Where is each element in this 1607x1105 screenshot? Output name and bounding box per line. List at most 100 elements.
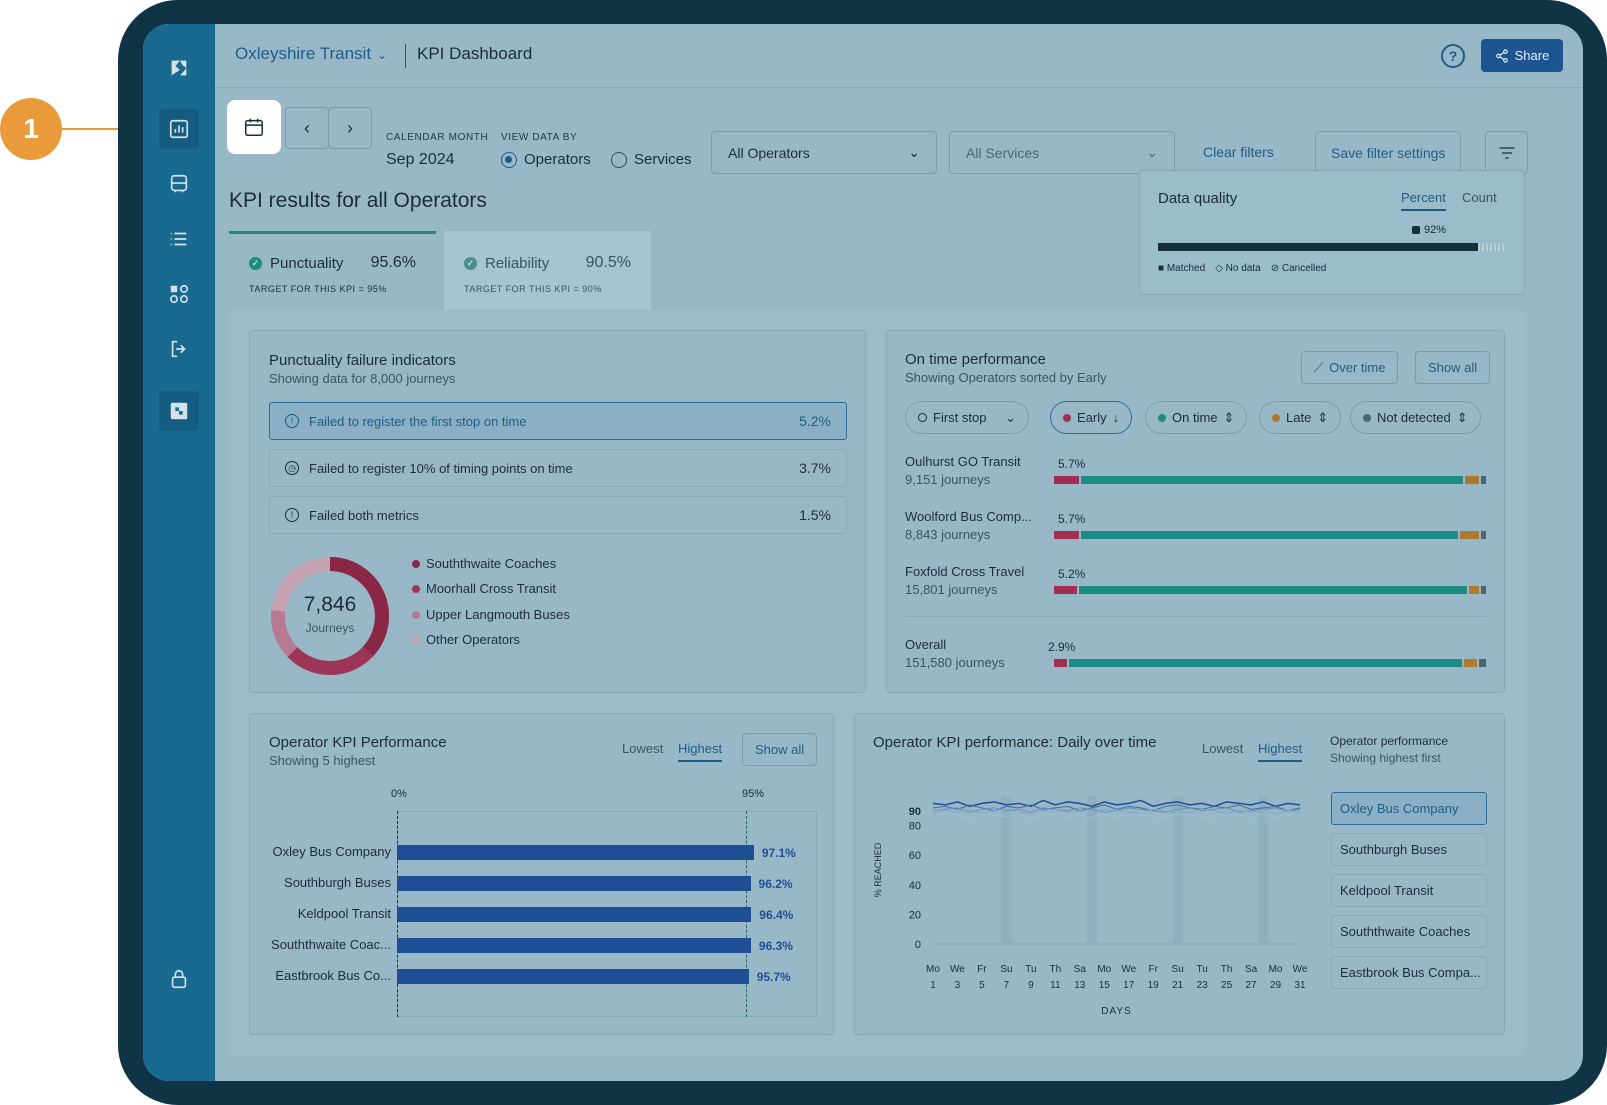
- card-subtitle: Showing data for 8,000 journeys: [269, 371, 456, 386]
- first-stop-select[interactable]: First stop ⌄: [905, 401, 1029, 434]
- sort-icon: ⇕: [1223, 409, 1235, 425]
- bar-mark[interactable]: [397, 845, 754, 860]
- axis-label-zero: 0%: [391, 788, 407, 800]
- segment-notdetected: [1479, 659, 1486, 667]
- dashboard-icon[interactable]: [159, 109, 199, 149]
- share-button[interactable]: Share: [1481, 39, 1563, 72]
- sort-ontime-pill[interactable]: On time ⇕: [1145, 401, 1248, 434]
- x-tick-date: 13: [1074, 980, 1086, 991]
- prev-month-button[interactable]: ‹: [285, 107, 329, 149]
- next-month-button[interactable]: ›: [328, 107, 372, 149]
- otp-stacked-bar: [1054, 531, 1486, 539]
- help-icon[interactable]: ?: [1441, 44, 1465, 68]
- pill-dot: [1363, 413, 1371, 422]
- operator-option[interactable]: Eastbrook Bus Compa...: [1331, 956, 1487, 989]
- tab-highest[interactable]: Highest: [678, 741, 723, 762]
- sort-early-pill[interactable]: Early ↓: [1050, 401, 1133, 434]
- failure-item[interactable]: ! Failed to register the first stop on ti…: [269, 402, 847, 440]
- dq-legend: ■ Matched ◇ No data ⊘ Cancelled: [1158, 263, 1326, 274]
- tab-lowest[interactable]: Lowest: [622, 741, 664, 756]
- lock-icon[interactable]: [159, 959, 199, 999]
- app-logo-icon[interactable]: [159, 48, 199, 88]
- x-tick-day: Fr: [977, 964, 987, 975]
- dq-bar-matched: [1158, 243, 1479, 251]
- operator-option[interactable]: Oxley Bus Company: [1331, 792, 1487, 825]
- over-time-button[interactable]: ⟋ Over time: [1301, 351, 1399, 384]
- bar-mark[interactable]: [397, 938, 751, 953]
- check-icon: ✓: [249, 256, 262, 270]
- failure-item[interactable]: ! Failed both metrics 1.5%: [269, 496, 847, 534]
- calendar-button[interactable]: [231, 104, 277, 150]
- org-switcher[interactable]: Oxleyshire Transit ⌄: [235, 44, 387, 64]
- dq-tab-percent[interactable]: Percent: [1401, 190, 1446, 211]
- bar-mark[interactable]: [397, 969, 749, 984]
- x-tick-date: 23: [1197, 980, 1209, 991]
- x-axis-label: DAYS: [1101, 1006, 1132, 1017]
- operator-option[interactable]: Souththwaite Coaches: [1331, 915, 1487, 948]
- pill-label: Early: [1077, 410, 1107, 425]
- donut-unit: Journeys: [305, 621, 355, 635]
- segment-late: [1464, 659, 1478, 667]
- operator-option[interactable]: Keldpool Transit: [1331, 874, 1487, 907]
- legend-item: Souththwaite Coaches: [412, 556, 556, 571]
- legend-label: Matched: [1166, 263, 1206, 274]
- failure-item[interactable]: ◷ Failed to register 10% of timing points…: [269, 449, 847, 487]
- axis-label-target: 95%: [742, 788, 765, 800]
- dq-tab-count[interactable]: Count: [1462, 190, 1497, 205]
- services-select[interactable]: All Services ⌄: [949, 131, 1175, 174]
- otp-row-journeys: 8,843 journeys: [905, 527, 991, 542]
- sort-late-pill[interactable]: Late ⇕: [1259, 401, 1342, 434]
- apps-icon[interactable]: [159, 274, 199, 314]
- operators-select[interactable]: All Operators ⌄: [711, 131, 937, 174]
- sort-notdetected-pill[interactable]: Not detected ⇕: [1350, 401, 1481, 434]
- bus-icon[interactable]: [159, 164, 199, 204]
- filter-icon: [1499, 146, 1514, 159]
- operator-option[interactable]: Southburgh Buses: [1331, 833, 1487, 866]
- failure-pct: 5.2%: [799, 413, 831, 429]
- tab-target: TARGET FOR THIS KPI = 95%: [249, 284, 387, 294]
- chevron-down-icon: ⌄: [1005, 409, 1016, 425]
- bar-value-label: 96.4%: [759, 908, 794, 922]
- x-tick-day: Sa: [1074, 964, 1087, 975]
- y-tick-label: 80: [909, 821, 921, 833]
- filter-menu-button[interactable]: [1485, 131, 1528, 174]
- otp-row-pct: 5.7%: [1058, 457, 1086, 471]
- chevron-left-icon: ‹: [304, 117, 310, 138]
- bar-mark[interactable]: [397, 907, 752, 922]
- tab-punctuality[interactable]: ✓ Punctuality 95.6% TARGET FOR THIS KPI = …: [229, 231, 436, 313]
- list-icon[interactable]: [159, 219, 199, 259]
- x-tick-day: Tu: [1196, 964, 1207, 975]
- logout-icon[interactable]: [159, 329, 199, 369]
- y-axis-label: % REACHED: [873, 842, 883, 897]
- top-bar: Oxleyshire Transit ⌄ KPI Dashboard ? Shar…: [215, 24, 1583, 88]
- legend-label: Cancelled: [1281, 263, 1327, 274]
- y-tick-label: 90: [909, 806, 921, 818]
- x-tick-day: Th: [1049, 964, 1061, 975]
- matched-swatch: [1412, 226, 1420, 234]
- x-tick-date: 31: [1294, 980, 1306, 991]
- clear-filters-button[interactable]: Clear filters: [1203, 144, 1274, 160]
- radio-operators[interactable]: Operators: [501, 151, 591, 168]
- sidebar: [143, 24, 215, 1081]
- bar-mark[interactable]: [397, 876, 751, 891]
- radio-services[interactable]: Services: [611, 151, 692, 168]
- tab-lowest[interactable]: Lowest: [1202, 741, 1244, 756]
- otp-stacked-bar: [1054, 586, 1486, 594]
- x-tick-date: 3: [955, 980, 961, 991]
- tab-reliability[interactable]: ✓ Reliability 90.5% TARGET FOR THIS KPI = …: [444, 231, 651, 313]
- widget-icon[interactable]: [159, 391, 199, 431]
- otp-show-all-button[interactable]: Show all: [1415, 351, 1491, 384]
- otp-row-pct: 5.2%: [1058, 567, 1086, 581]
- segment-late: [1469, 586, 1479, 594]
- op-show-all-button[interactable]: Show all: [742, 733, 818, 766]
- tab-value: 95.6%: [370, 254, 416, 271]
- save-filter-button[interactable]: Save filter settings: [1315, 131, 1462, 174]
- tab-value: 90.5%: [585, 254, 631, 271]
- tab-highest[interactable]: Highest: [1258, 741, 1303, 762]
- daily-kpi-card: Operator KPI performance: Daily over tim…: [854, 713, 1505, 1035]
- failure-pct: 3.7%: [799, 460, 831, 476]
- segment-early: [1054, 476, 1079, 484]
- org-name: Oxleyshire Transit: [235, 44, 372, 63]
- divider: [905, 616, 1486, 617]
- x-tick-day: Mo: [1097, 964, 1111, 975]
